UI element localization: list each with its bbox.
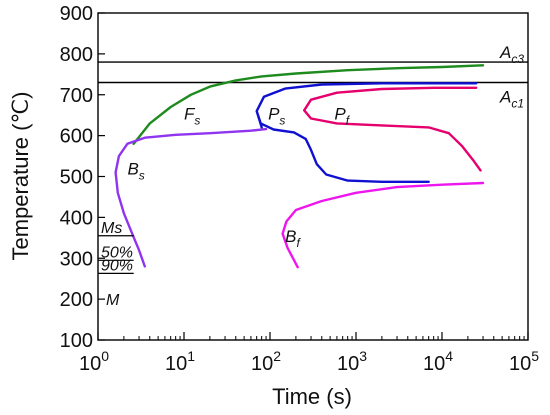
x-axis-ticks: 100 101 102 103 104 105 xyxy=(79,332,539,375)
y-tick-label: 600 xyxy=(60,126,93,148)
x-tick-label: 102 xyxy=(251,348,281,375)
y-tick-label: 200 xyxy=(60,289,93,311)
ref-label-ac3: Ac3 xyxy=(499,43,524,66)
x-tick-label: 104 xyxy=(423,348,453,375)
curve-label-bf: Bf xyxy=(285,227,301,250)
ref-label-ac1: Ac1 xyxy=(499,87,524,110)
x-tick-label: 105 xyxy=(509,348,539,375)
curves: Fs Ps Pf Bs Bf xyxy=(114,64,485,269)
y-tick-label: 900 xyxy=(60,3,93,25)
x-tick-label: 100 xyxy=(79,348,109,375)
x-tick-label: 103 xyxy=(337,348,367,375)
curve-bf xyxy=(281,181,485,269)
curve-label-fs: Fs xyxy=(184,104,200,127)
curve-label-pf: Pf xyxy=(334,104,350,127)
level-label-ms: Ms xyxy=(101,220,122,237)
transformation-levels: Ms 50%90% M xyxy=(98,220,134,309)
y-tick-label: 500 xyxy=(60,167,93,189)
y-tick-label: 300 xyxy=(60,248,93,270)
curve-fs xyxy=(132,64,485,145)
level-label-m: M xyxy=(106,292,120,309)
x-axis-title: Time (s) xyxy=(272,384,352,409)
curve-label-bs: Bs xyxy=(127,159,144,182)
y-axis-title: Temperature (℃) xyxy=(8,92,33,261)
x-tick-label: 101 xyxy=(165,348,195,375)
y-tick-label: 800 xyxy=(60,44,93,66)
curve-label-ps: Ps xyxy=(268,104,285,127)
curve-pf xyxy=(303,86,482,172)
curve-ps xyxy=(255,82,478,183)
y-axis-ticks: 100 200 300 400 500 600 700 800 900 xyxy=(60,3,105,352)
level-label-p50: 50% xyxy=(101,244,133,261)
level-label-p90: 90% xyxy=(101,257,133,274)
y-tick-label: 400 xyxy=(60,207,93,229)
curve-bs xyxy=(114,127,268,268)
y-tick-label: 100 xyxy=(60,330,93,352)
y-tick-label: 700 xyxy=(60,85,93,107)
